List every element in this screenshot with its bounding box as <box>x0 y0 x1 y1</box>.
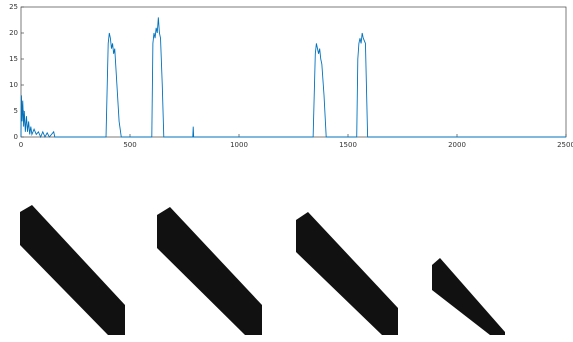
x-tick-label: 500 <box>123 141 136 149</box>
image-blob <box>432 258 505 335</box>
image-strip <box>20 205 505 335</box>
image-blob <box>20 205 125 335</box>
x-tick-label: 0 <box>19 141 23 149</box>
image-blob <box>157 207 262 335</box>
x-tick-label: 1500 <box>339 141 357 149</box>
x-tick-label: 2000 <box>448 141 466 149</box>
y-tick-label: 10 <box>9 81 18 89</box>
y-tick-label: 25 <box>9 3 18 11</box>
y-tick-label: 0 <box>14 133 18 141</box>
x-tick-label: 1000 <box>230 141 248 149</box>
x-tick-label: 2500 <box>557 141 573 149</box>
y-tick-label: 5 <box>14 107 18 115</box>
screen: 0 5 10 15 20 25 0 500 1000 1500 2000 2500 <box>0 0 573 342</box>
plot-frame <box>21 7 566 137</box>
y-tick-label: 20 <box>9 29 18 37</box>
y-tick-label: 15 <box>9 55 18 63</box>
image-blob <box>296 212 398 335</box>
